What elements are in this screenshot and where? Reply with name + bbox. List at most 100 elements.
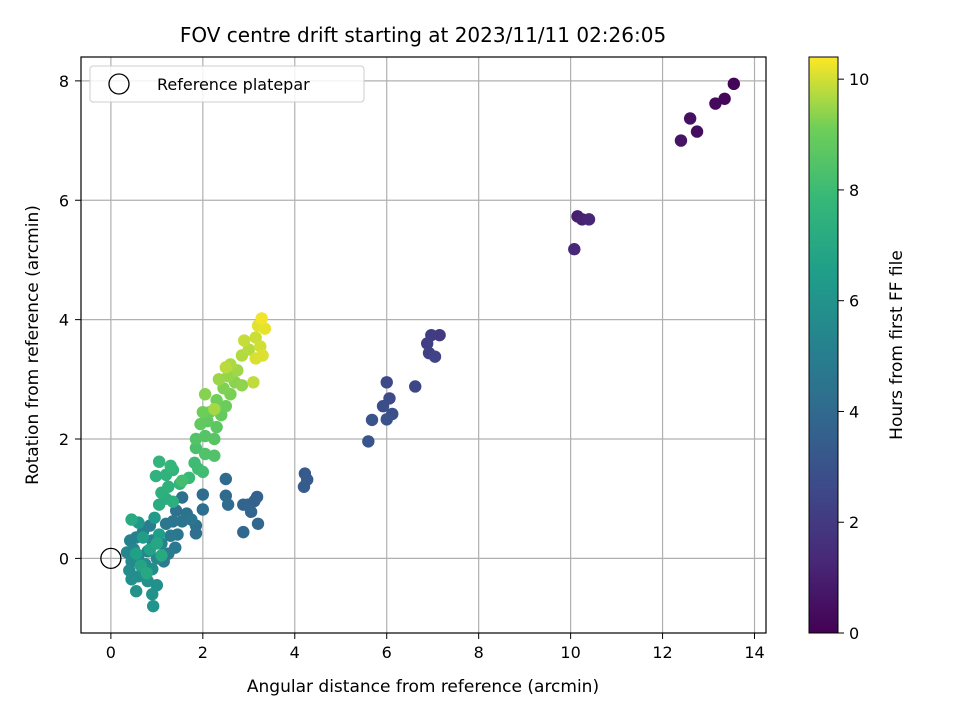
colorbar-tick-label: 6 <box>849 292 859 311</box>
data-point <box>380 376 393 389</box>
data-point <box>155 549 168 562</box>
data-point <box>125 513 138 526</box>
data-point <box>196 488 210 501</box>
data-point <box>175 474 189 487</box>
data-point <box>208 432 221 446</box>
data-point <box>152 455 166 468</box>
data-point <box>365 413 379 427</box>
data-point <box>409 380 422 393</box>
data-point <box>428 350 442 363</box>
data-point <box>129 585 143 598</box>
data-points <box>100 77 741 613</box>
data-point <box>159 517 173 530</box>
data-point <box>362 435 375 448</box>
y-axis-ticks: 0 2 4 6 8 <box>59 72 81 568</box>
data-point <box>175 515 189 528</box>
legend-box <box>89 65 365 103</box>
data-point <box>140 567 153 580</box>
data-point <box>196 465 210 479</box>
data-point <box>146 599 160 613</box>
reference-platepar-marker <box>100 547 122 570</box>
data-point <box>146 588 159 601</box>
data-point <box>221 498 235 511</box>
data-point <box>235 379 249 392</box>
x-tick-label: 14 <box>744 643 764 662</box>
data-point <box>210 420 223 434</box>
colorbar-label: Hours from first FF file <box>887 250 907 440</box>
data-point <box>150 537 164 550</box>
x-tick-label: 10 <box>560 643 580 662</box>
data-point <box>196 405 210 419</box>
chart-title: FOV centre drift starting at 2023/11/11 … <box>180 23 666 47</box>
x-axis-label: Angular distance from reference (arcmin) <box>247 677 599 697</box>
data-point <box>208 449 221 462</box>
data-point <box>188 456 201 470</box>
data-point <box>256 349 269 362</box>
legend-entry-reference: Reference platepar <box>157 75 310 94</box>
data-point <box>238 334 251 347</box>
data-point <box>255 312 268 325</box>
legend: Reference platepar <box>89 65 365 103</box>
x-tick-label: 2 <box>198 643 208 662</box>
colorbar <box>808 56 839 634</box>
legend-marker-reference <box>108 73 130 95</box>
data-point <box>198 447 212 461</box>
data-point <box>219 399 233 413</box>
data-point <box>244 505 258 519</box>
data-point <box>237 498 250 511</box>
colorbar-tick-label: 10 <box>849 70 869 89</box>
data-point <box>194 417 207 431</box>
data-point <box>219 472 233 486</box>
colorbar-tick-label: 4 <box>849 402 859 421</box>
data-point <box>683 112 697 125</box>
colorbar-tick-label: 0 <box>849 624 859 643</box>
data-point <box>709 97 722 110</box>
colorbar-tick-label: 8 <box>849 181 859 200</box>
data-point <box>718 92 731 105</box>
x-axis-ticks: 0 2 4 6 8 10 12 14 <box>106 633 765 662</box>
data-point <box>568 242 581 256</box>
data-point <box>237 525 250 539</box>
data-point <box>251 517 265 530</box>
data-point <box>212 373 226 386</box>
x-tick-label: 0 <box>106 643 116 662</box>
data-point <box>149 469 163 483</box>
data-point <box>189 441 203 455</box>
data-point <box>420 337 434 350</box>
x-tick-label: 8 <box>474 643 484 662</box>
y-tick-label: 6 <box>59 191 69 210</box>
data-point <box>208 402 221 416</box>
gridlines <box>81 57 766 633</box>
data-point <box>125 573 138 586</box>
data-point <box>690 125 704 138</box>
data-point <box>136 531 150 544</box>
data-point <box>196 503 210 516</box>
data-point <box>582 213 596 226</box>
data-point <box>164 529 177 542</box>
data-point <box>674 134 688 147</box>
y-tick-label: 0 <box>59 549 69 568</box>
data-point <box>189 527 203 540</box>
y-tick-label: 4 <box>59 311 69 330</box>
data-point <box>198 388 212 401</box>
data-point <box>247 376 260 389</box>
data-point <box>148 511 161 524</box>
x-tick-label: 12 <box>652 643 672 662</box>
data-point <box>297 480 311 493</box>
colorbar-ticks: 0 2 4 6 8 10 <box>838 70 869 643</box>
y-axis-label: Rotation from reference (arcmin) <box>23 205 43 485</box>
data-point <box>162 480 175 493</box>
data-point <box>185 513 198 526</box>
data-point <box>380 413 393 426</box>
y-tick-label: 2 <box>59 430 69 449</box>
colorbar-tick-label: 2 <box>849 513 859 532</box>
data-point <box>164 459 177 473</box>
x-tick-label: 4 <box>290 643 300 662</box>
plot-frame <box>80 56 767 634</box>
data-point <box>376 399 390 413</box>
data-point <box>129 547 143 560</box>
y-tick-label: 8 <box>59 72 69 91</box>
data-point <box>166 495 180 508</box>
